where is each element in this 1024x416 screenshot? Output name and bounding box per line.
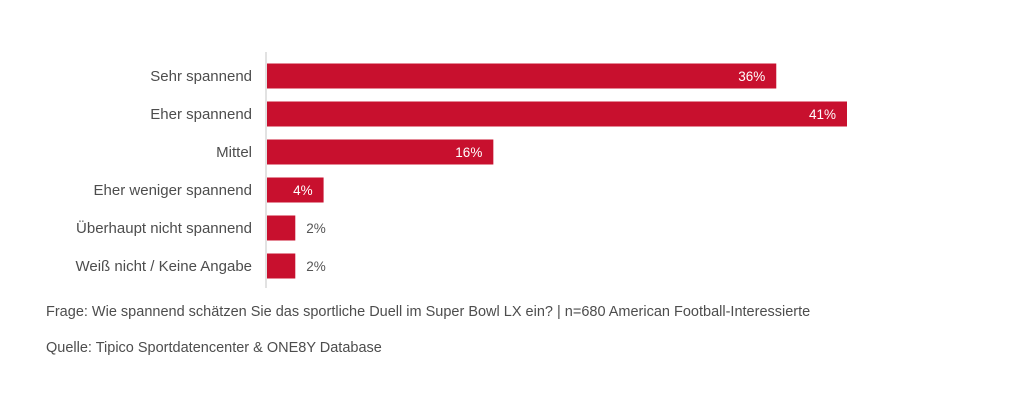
bar	[267, 139, 494, 165]
bar	[267, 177, 324, 203]
value-label: 2%	[306, 221, 326, 236]
bar-group: Eher spannend 41%	[150, 101, 847, 127]
question-note: Frage: Wie spannend schätzen Sie das spo…	[46, 304, 811, 320]
value-label: 2%	[306, 259, 326, 274]
category-label: Mittel	[216, 144, 252, 161]
bar	[267, 63, 777, 89]
category-label: Eher spannend	[150, 106, 252, 123]
bar-chart: Sehr spannend 36% Eher spannend 41% Mittel 16…	[76, 52, 847, 288]
category-label: Überhaupt nicht spannend	[76, 219, 252, 237]
bar-group: Sehr spannend 36%	[150, 63, 777, 89]
bar	[267, 215, 296, 241]
bar-group: Weiß nicht / Keine Angabe 2%	[76, 253, 326, 279]
bar-group: Überhaupt nicht spannend 2%	[76, 215, 326, 241]
bars-layer: Sehr spannend 36% Eher spannend 41% Mittel 16…	[76, 63, 847, 279]
value-label: 4%	[293, 183, 313, 198]
category-label: Eher weniger spannend	[94, 182, 252, 199]
source-note: Quelle: Tipico Sportdatencenter & ONE8Y …	[46, 340, 382, 356]
bar-group: Eher weniger spannend 4%	[94, 177, 324, 203]
value-label: 41%	[809, 107, 836, 122]
bar	[267, 253, 296, 279]
bar	[267, 101, 847, 127]
category-label: Sehr spannend	[150, 68, 252, 85]
value-label: 36%	[738, 69, 765, 84]
value-label: 16%	[455, 145, 482, 160]
bar-group: Mittel 16%	[216, 139, 494, 165]
category-label: Weiß nicht / Keine Angabe	[76, 258, 253, 275]
